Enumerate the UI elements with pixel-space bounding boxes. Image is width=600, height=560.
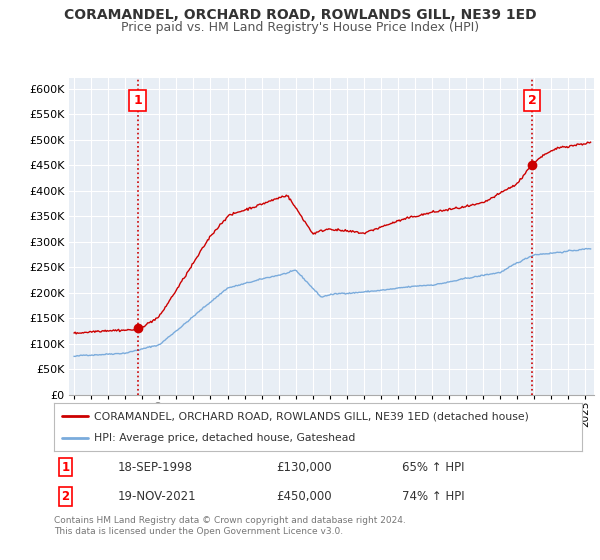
Text: Price paid vs. HM Land Registry's House Price Index (HPI): Price paid vs. HM Land Registry's House … bbox=[121, 21, 479, 34]
Text: 18-SEP-1998: 18-SEP-1998 bbox=[118, 461, 193, 474]
Text: 1: 1 bbox=[62, 461, 70, 474]
Text: 2: 2 bbox=[62, 490, 70, 503]
Text: Contains HM Land Registry data © Crown copyright and database right 2024.
This d: Contains HM Land Registry data © Crown c… bbox=[54, 516, 406, 536]
Text: £130,000: £130,000 bbox=[276, 461, 331, 474]
Text: 74% ↑ HPI: 74% ↑ HPI bbox=[403, 490, 465, 503]
Text: 19-NOV-2021: 19-NOV-2021 bbox=[118, 490, 196, 503]
Text: HPI: Average price, detached house, Gateshead: HPI: Average price, detached house, Gate… bbox=[94, 433, 355, 443]
Text: CORAMANDEL, ORCHARD ROAD, ROWLANDS GILL, NE39 1ED: CORAMANDEL, ORCHARD ROAD, ROWLANDS GILL,… bbox=[64, 8, 536, 22]
Text: 65% ↑ HPI: 65% ↑ HPI bbox=[403, 461, 465, 474]
Text: £450,000: £450,000 bbox=[276, 490, 331, 503]
Text: 1: 1 bbox=[133, 94, 142, 107]
Text: CORAMANDEL, ORCHARD ROAD, ROWLANDS GILL, NE39 1ED (detached house): CORAMANDEL, ORCHARD ROAD, ROWLANDS GILL,… bbox=[94, 411, 529, 421]
Text: 2: 2 bbox=[528, 94, 536, 107]
